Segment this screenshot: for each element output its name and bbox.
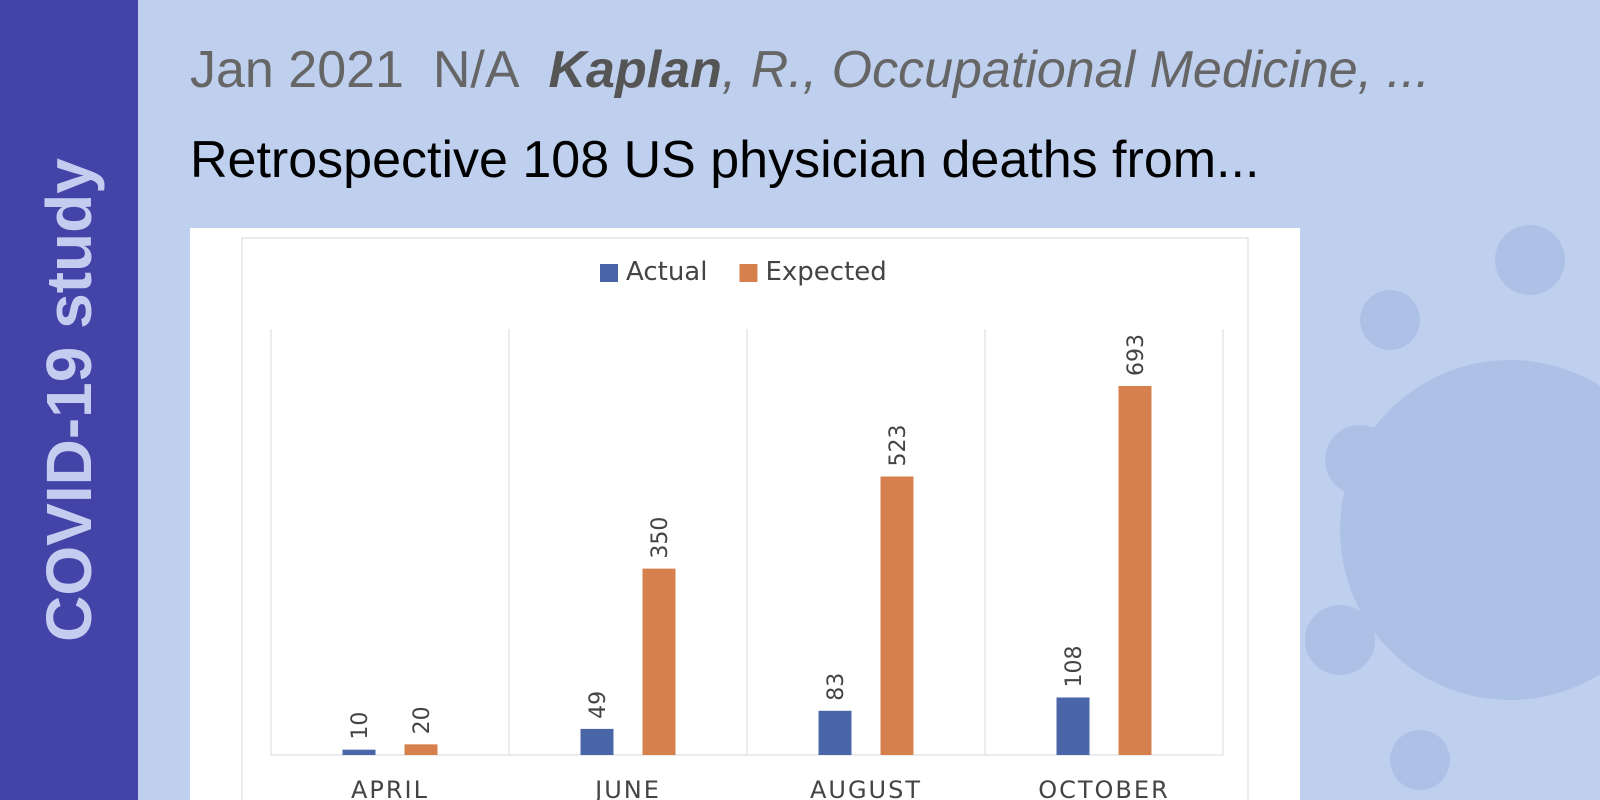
bar xyxy=(1118,385,1152,755)
x-tick-label: AUGUST xyxy=(810,776,922,800)
bar xyxy=(880,476,914,755)
legend-label: Actual xyxy=(626,257,707,287)
value-label: 693 xyxy=(1124,334,1149,376)
legend-swatch xyxy=(739,264,758,282)
status: N/A xyxy=(432,41,520,99)
bar xyxy=(818,710,852,755)
value-label: 20 xyxy=(410,706,435,734)
chart-background xyxy=(190,228,1300,800)
citation: , R., Occupational Medicine, ... xyxy=(721,41,1430,99)
legend-swatch xyxy=(600,264,618,282)
x-tick-label: OCTOBER xyxy=(1038,776,1170,800)
bar xyxy=(342,749,376,755)
legend-label: Expected xyxy=(765,257,886,287)
value-label: 10 xyxy=(348,712,373,740)
author: Kaplan xyxy=(548,41,722,99)
bar xyxy=(1056,697,1090,755)
x-tick-label: APRIL xyxy=(351,776,429,800)
x-tick-label: JUNE xyxy=(593,776,661,800)
value-label: 108 xyxy=(1062,645,1087,687)
chart-frame xyxy=(241,237,1249,800)
headline: Retrospective 108 US physician deaths fr… xyxy=(190,131,1260,189)
sidebar: COVID-19 study xyxy=(0,0,138,800)
bar xyxy=(642,568,676,755)
bar xyxy=(580,728,614,755)
value-label: 523 xyxy=(886,425,911,467)
value-label: 350 xyxy=(648,517,673,559)
value-label: 83 xyxy=(824,673,849,701)
bar xyxy=(404,744,438,755)
date: Jan 2021 xyxy=(190,41,404,99)
chart: Actual Expected APRIL 10 20 JUNE 49 350 AUGUST 83… xyxy=(190,228,1300,800)
virus-decoration xyxy=(1305,225,1600,790)
meta-line: Jan 2021 N/A Kaplan, R., Occupational Me… xyxy=(190,40,1430,100)
value-label: 49 xyxy=(586,691,611,719)
sidebar-label: COVID-19 study xyxy=(33,158,105,642)
